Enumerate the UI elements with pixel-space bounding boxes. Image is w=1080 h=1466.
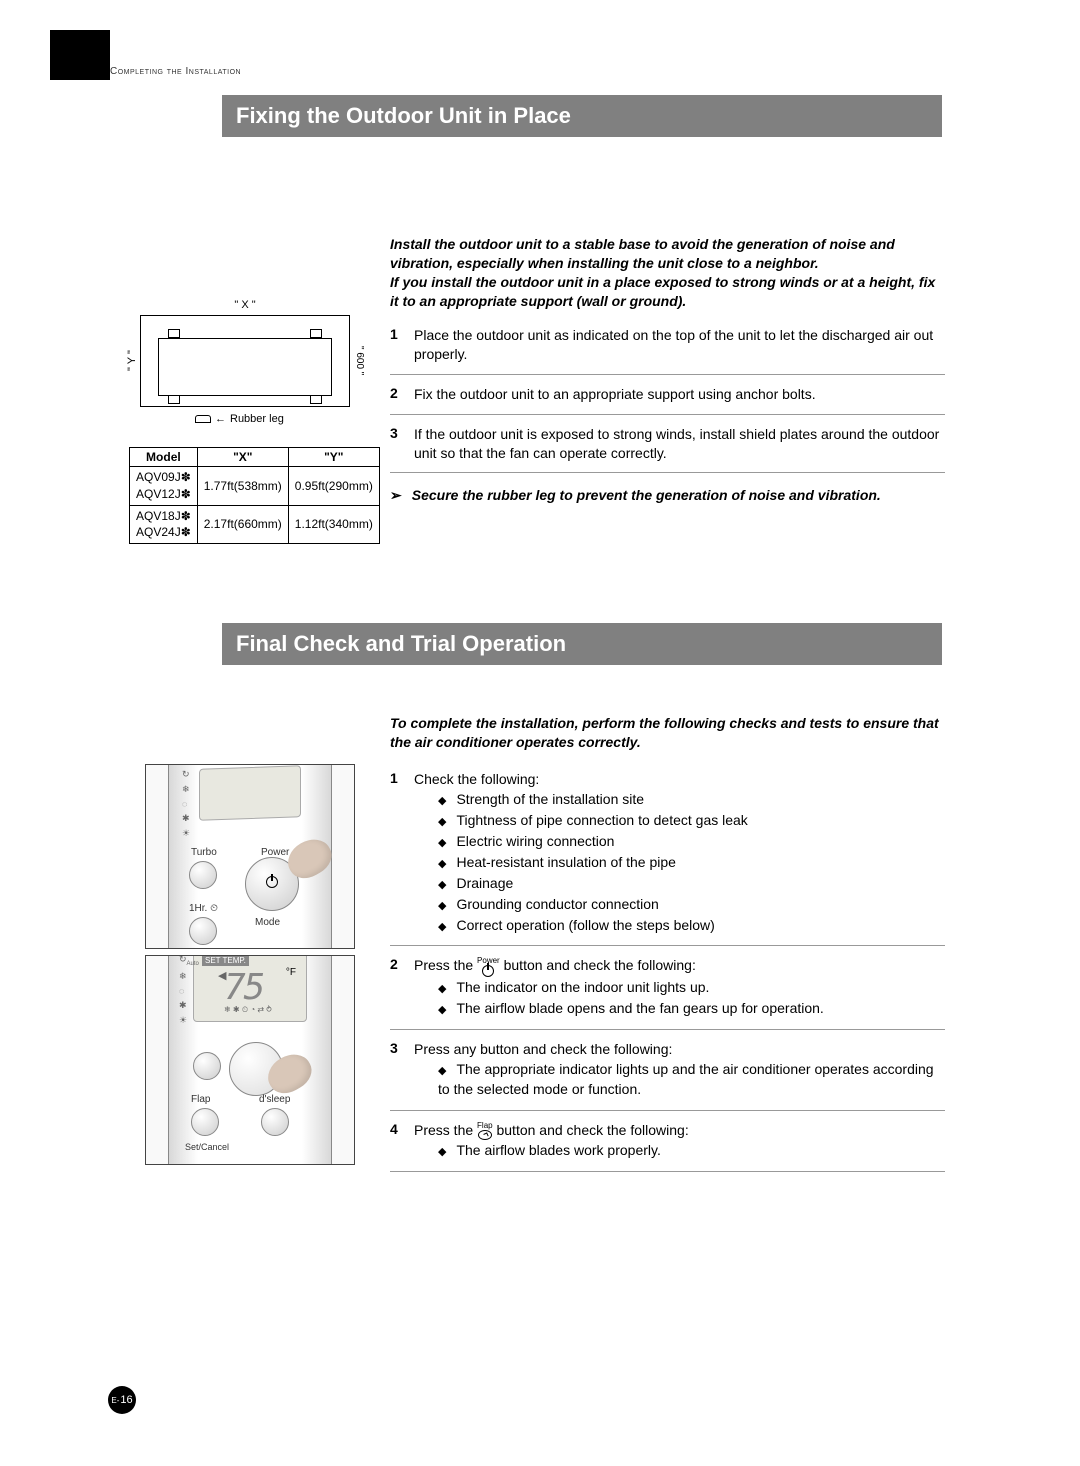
dimension-depth-label: " 600 " [354, 316, 365, 406]
step-text: Fix the outdoor unit to an appropriate s… [414, 385, 945, 404]
step-text: If the outdoor unit is exposed to strong… [414, 425, 945, 463]
list-item: The appropriate indicator lights up and … [438, 1059, 945, 1100]
section1-intro: Install the outdoor unit to a stable bas… [390, 235, 940, 311]
anchor-icon [168, 329, 180, 338]
step-number: 1 [390, 770, 414, 935]
list-item: Electric wiring connection [438, 831, 945, 852]
table-header-model: Model [130, 448, 198, 467]
step-number: 4 [390, 1121, 414, 1161]
onehr-button [189, 917, 217, 945]
step-text: Place the outdoor unit as indicated on t… [414, 326, 945, 364]
turbo-label: Turbo [191, 847, 217, 858]
temp-display: 75 [224, 967, 263, 1008]
power-icon [266, 876, 278, 888]
flap-label: Flap [191, 1094, 210, 1105]
flap-button [191, 1108, 219, 1136]
table-header-x: "X" [197, 448, 288, 467]
section1-steps: 1 Place the outdoor unit as indicated on… [390, 326, 945, 504]
step-number: 2 [390, 956, 414, 1018]
anchor-icon [310, 329, 322, 338]
step1-checklist: Strength of the installation site Tightn… [414, 789, 945, 936]
list-item: The airflow blade opens and the fan gear… [438, 998, 945, 1019]
table-row: AQV09J✽ AQV12J✽ 1.77ft(538mm) 0.95ft(290… [130, 467, 380, 506]
turbo-button [189, 861, 217, 889]
dsleep-label: d'sleep [259, 1094, 290, 1105]
mode-cool-icon: ❄ [179, 971, 199, 982]
step-number: 2 [390, 385, 414, 404]
table-row: AQV18J✽ AQV24J✽ 2.17ft(660mm) 1.12ft(340… [130, 505, 380, 544]
step: 4 Press the Flap button and check the fo… [390, 1121, 945, 1161]
step-text: Press the Power button and check the fol… [414, 956, 945, 1018]
step-number: 3 [390, 1040, 414, 1100]
page-number-badge: E-16 [108, 1386, 136, 1414]
rubber-leg-callout: ← Rubber leg [195, 413, 284, 425]
step: 3 If the outdoor unit is exposed to stro… [390, 425, 945, 463]
rubber-leg-label: Rubber leg [230, 413, 284, 425]
step: 2 Fix the outdoor unit to an appropriate… [390, 385, 945, 404]
lcd-icons-row: ❄ ✱ ⏲ ◔ ⇄ ⥁ [224, 1005, 296, 1015]
step-number: 1 [390, 326, 414, 364]
table-cell: AQV09J✽ AQV12J✽ [130, 467, 198, 506]
corner-block [50, 30, 110, 80]
onehr-label: 1Hr. ⏲ [189, 903, 218, 914]
settemp-label: SET TEMP. [202, 955, 249, 966]
list-item: Tightness of pipe connection to detect g… [438, 810, 945, 831]
rubber-leg-icon [195, 415, 211, 423]
step: 1 Place the outdoor unit as indicated on… [390, 326, 945, 364]
list-item: Grounding conductor connection [438, 894, 945, 915]
step-text: Press the Flap button and check the foll… [414, 1121, 945, 1161]
table-cell: 0.95ft(290mm) [288, 467, 379, 506]
table-cell: AQV18J✽ AQV24J✽ [130, 505, 198, 544]
diagram-frame: " 600 " [140, 315, 350, 407]
section2-steps: 1 Check the following: Strength of the i… [390, 770, 945, 1182]
step: 1 Check the following: Strength of the i… [390, 770, 945, 935]
dimension-x-label: " X " [140, 299, 350, 311]
set-cancel-label: Set/Cancel [185, 1142, 229, 1152]
step-text: Check the following: Strength of the ins… [414, 770, 945, 935]
section-title-final-check: Final Check and Trial Operation [222, 623, 942, 665]
list-item: Drainage [438, 873, 945, 894]
table-header-y: "Y" [288, 448, 379, 467]
mode-heat-icon: ☀ [182, 828, 190, 839]
list-item: Strength of the installation site [438, 789, 945, 810]
anchor-icon [168, 395, 180, 404]
outdoor-unit-diagram: " X " " Y " " 600 " ← Rubber leg [140, 315, 350, 407]
section-header-tab: Completing the Installation [110, 66, 241, 77]
mode-dry-icon: ◌ [182, 799, 190, 809]
list-item: Heat-resistant insulation of the pipe [438, 852, 945, 873]
mode-label: Mode [255, 917, 280, 928]
step-text: Press any button and check the following… [414, 1040, 945, 1100]
step-number: 3 [390, 425, 414, 463]
table-cell: 1.12ft(340mm) [288, 505, 379, 544]
step: 3 Press any button and check the followi… [390, 1040, 945, 1100]
section-title-fixing: Fixing the Outdoor Unit in Place [222, 95, 942, 137]
list-item: Correct operation (follow the steps belo… [438, 915, 945, 936]
flap-button-inline-icon: Flap [477, 1122, 493, 1140]
list-item: The airflow blades work properly. [438, 1140, 945, 1161]
table-cell: 1.77ft(538mm) [197, 467, 288, 506]
power-button-inline-icon: Power [477, 957, 500, 977]
dimensions-table: Model "X" "Y" AQV09J✽ AQV12J✽ 1.77ft(538… [129, 447, 380, 544]
mode-heat-icon: ☀ [179, 1015, 199, 1026]
mode-fan-icon: ✱ [179, 1000, 199, 1011]
dimension-y-label: " Y " [126, 315, 138, 407]
page: Completing the Installation Fixing the O… [0, 0, 1080, 1466]
note-secure-rubber-leg: ➢ Secure the rubber leg to prevent the g… [390, 483, 945, 504]
anchor-icon [310, 395, 322, 404]
mode-dry-icon: ◌ [179, 986, 199, 996]
step: 2 Press the Power button and check the f… [390, 956, 945, 1018]
list-item: The indicator on the indoor unit lights … [438, 977, 945, 998]
remote-illustration-bottom: SET TEMP. 75 °F ◀ ❄ ✱ ⏲ ◔ ⇄ ⥁ ↻Auto ❄ ◌ … [145, 955, 355, 1165]
temp-unit: °F [286, 967, 296, 978]
table-cell: 2.17ft(660mm) [197, 505, 288, 544]
remote-illustration-top: ↻ ❄ ◌ ✱ ☀ Turbo Power 1Hr. ⏲ Mode [145, 764, 355, 949]
section2-intro: To complete the installation, perform th… [390, 714, 945, 752]
mode-cool-icon: ❄ [182, 784, 190, 795]
dsleep-button [261, 1108, 289, 1136]
mode-auto-icon: ↻Auto [179, 955, 199, 967]
mode-fan-icon: ✱ [182, 813, 190, 824]
anon-button [193, 1052, 221, 1080]
mode-auto-icon: ↻ [182, 769, 190, 780]
